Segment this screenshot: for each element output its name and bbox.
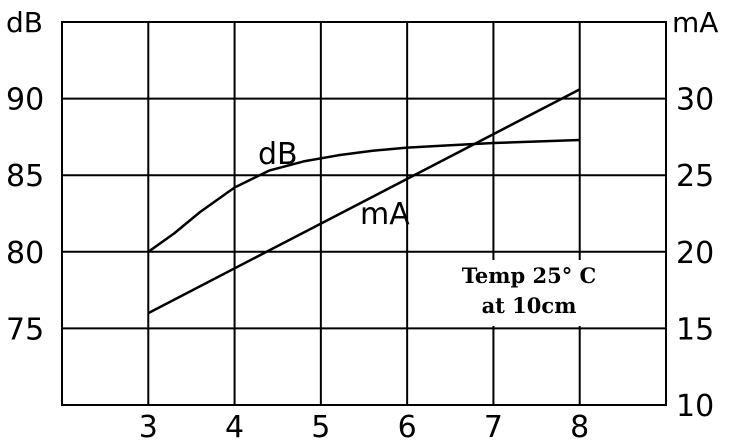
right-tick-label-10: 10 bbox=[676, 389, 714, 424]
x-tick-label-5: 5 bbox=[311, 410, 330, 441]
right-tick-label-30: 30 bbox=[676, 83, 714, 118]
left-tick-label-85: 85 bbox=[6, 159, 44, 194]
x-tick-label-3: 3 bbox=[139, 410, 158, 441]
right-tick-label-15: 15 bbox=[676, 312, 714, 347]
annotation-box: Temp 25° C at 10cm bbox=[440, 260, 618, 326]
left-tick-labels: 75 80 85 90 bbox=[6, 83, 44, 348]
right-tick-label-25: 25 bbox=[676, 159, 714, 194]
left-tick-label-90: 90 bbox=[6, 83, 44, 118]
vertical-gridlines bbox=[147, 22, 581, 405]
right-axis-unit: mA bbox=[672, 6, 718, 39]
series-label-mA: mA bbox=[360, 197, 410, 232]
right-tick-labels: 10 15 20 25 30 bbox=[676, 83, 714, 424]
series-line-mA bbox=[147, 88, 581, 315]
series-line-dB bbox=[147, 138, 580, 253]
annotation-box-background bbox=[440, 260, 618, 326]
left-axis-unit: dB bbox=[6, 6, 43, 39]
x-tick-labels: 3 4 5 6 7 8 bbox=[139, 410, 590, 441]
horizontal-gridlines bbox=[62, 97, 666, 330]
x-tick-label-7: 7 bbox=[484, 410, 503, 441]
right-tick-label-20: 20 bbox=[676, 236, 714, 271]
annotation-line-1: Temp 25° C bbox=[462, 263, 597, 288]
left-tick-label-75: 75 bbox=[6, 312, 44, 347]
annotation-line-2: at 10cm bbox=[482, 293, 577, 318]
series-lines bbox=[147, 88, 581, 315]
series-label-dB: dB bbox=[258, 137, 298, 172]
plot-frame bbox=[61, 21, 667, 406]
left-tick-label-80: 80 bbox=[6, 236, 44, 271]
x-tick-label-4: 4 bbox=[225, 410, 244, 441]
x-tick-label-8: 8 bbox=[570, 410, 589, 441]
x-tick-label-6: 6 bbox=[398, 410, 417, 441]
